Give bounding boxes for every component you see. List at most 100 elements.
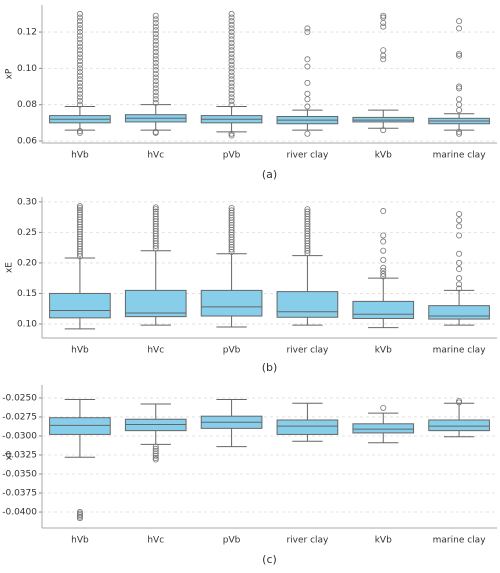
y-axis-label: xI bbox=[5, 453, 15, 461]
flier bbox=[228, 54, 235, 61]
flier bbox=[228, 18, 235, 25]
flier bbox=[76, 76, 83, 83]
flier bbox=[228, 132, 235, 139]
flier bbox=[152, 34, 159, 41]
x-tick-label: pVb bbox=[223, 346, 241, 356]
x-tick-label: pVb bbox=[223, 151, 241, 161]
flier bbox=[456, 50, 463, 57]
flier bbox=[228, 65, 235, 72]
flier bbox=[152, 204, 159, 211]
flier bbox=[228, 83, 235, 90]
flier bbox=[152, 455, 159, 462]
flier bbox=[152, 208, 159, 215]
flier bbox=[456, 259, 463, 266]
y-tick-label: -0.0325 bbox=[2, 450, 37, 460]
x-tick-label: hVc bbox=[147, 151, 164, 161]
flier bbox=[380, 52, 387, 59]
flier bbox=[304, 56, 311, 63]
flier bbox=[76, 203, 83, 210]
flier bbox=[152, 452, 159, 459]
x-tick-label: hVc bbox=[147, 536, 164, 546]
x-tick-label: kVb bbox=[375, 346, 392, 356]
flier bbox=[304, 96, 311, 103]
x-tick-label: hVb bbox=[71, 151, 89, 161]
flier bbox=[380, 56, 387, 63]
flier bbox=[152, 206, 159, 213]
flier bbox=[456, 18, 463, 25]
flier bbox=[152, 85, 159, 92]
flier bbox=[304, 130, 311, 137]
flier bbox=[76, 510, 83, 517]
flier bbox=[76, 509, 83, 516]
flier bbox=[456, 223, 463, 230]
flier bbox=[152, 30, 159, 37]
x-tick-label: river clay bbox=[286, 151, 329, 161]
flier bbox=[76, 512, 83, 519]
flier bbox=[152, 445, 159, 452]
flier bbox=[152, 450, 159, 457]
flier bbox=[380, 23, 387, 30]
flier bbox=[228, 32, 235, 39]
flier bbox=[380, 267, 387, 274]
box bbox=[428, 305, 490, 320]
flier bbox=[456, 128, 463, 135]
flier bbox=[152, 16, 159, 23]
flier bbox=[456, 275, 463, 282]
flier bbox=[380, 12, 387, 19]
flier bbox=[152, 456, 159, 463]
flier bbox=[228, 98, 235, 105]
caption: (c) bbox=[262, 553, 277, 566]
flier bbox=[152, 12, 159, 19]
flier bbox=[152, 81, 159, 88]
x-tick-label: marine clay bbox=[433, 151, 487, 161]
flier bbox=[304, 103, 311, 110]
flier bbox=[76, 72, 83, 79]
flier bbox=[228, 29, 235, 36]
flier bbox=[152, 96, 159, 103]
flier bbox=[456, 232, 463, 239]
caption: (b) bbox=[262, 361, 278, 374]
box bbox=[352, 423, 415, 434]
flier bbox=[76, 98, 83, 105]
flier bbox=[152, 45, 159, 52]
x-tick-label: pVb bbox=[223, 536, 241, 546]
flier bbox=[228, 76, 235, 83]
flier bbox=[76, 128, 83, 135]
flier bbox=[76, 101, 83, 108]
flier bbox=[380, 247, 387, 254]
flier bbox=[456, 281, 463, 288]
flier bbox=[152, 128, 159, 135]
y-tick-label: 0.12 bbox=[17, 28, 37, 38]
flier bbox=[76, 10, 83, 17]
flier bbox=[76, 94, 83, 101]
x-tick-label: marine clay bbox=[433, 536, 487, 546]
flier bbox=[152, 23, 159, 30]
flier bbox=[228, 130, 235, 137]
flier bbox=[76, 87, 83, 94]
flier bbox=[228, 72, 235, 79]
x-tick-label: river clay bbox=[286, 536, 329, 546]
flier bbox=[76, 18, 83, 25]
x-tick-label: hVb bbox=[71, 346, 89, 356]
box bbox=[200, 289, 263, 317]
caption: (a) bbox=[262, 168, 277, 181]
y-tick-label: 0.20 bbox=[17, 258, 37, 268]
flier bbox=[380, 19, 387, 26]
flier bbox=[76, 50, 83, 57]
flier bbox=[228, 90, 235, 97]
flier bbox=[152, 63, 159, 70]
flier bbox=[304, 206, 311, 213]
flier bbox=[152, 19, 159, 26]
flier bbox=[76, 29, 83, 36]
flier bbox=[380, 238, 387, 245]
flier bbox=[380, 47, 387, 54]
flier bbox=[228, 58, 235, 65]
flier bbox=[304, 90, 311, 97]
flier bbox=[76, 206, 83, 213]
flier bbox=[152, 88, 159, 95]
flier bbox=[456, 107, 463, 114]
flier bbox=[380, 14, 387, 21]
box bbox=[276, 419, 339, 435]
flier bbox=[76, 39, 83, 46]
flier bbox=[152, 38, 159, 45]
